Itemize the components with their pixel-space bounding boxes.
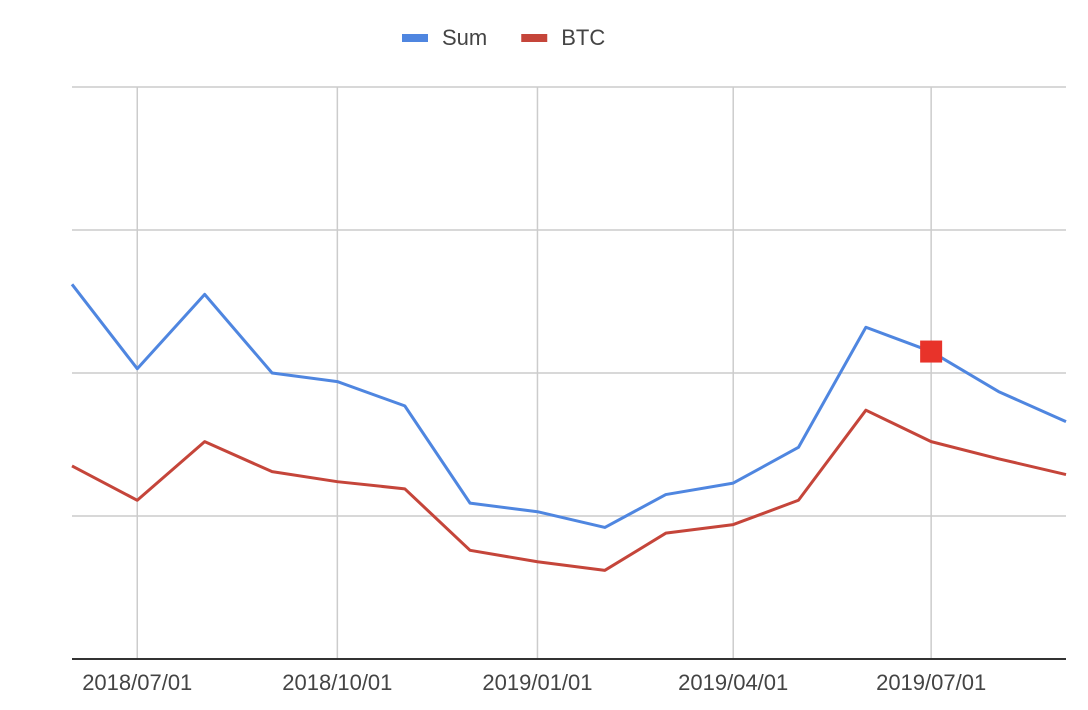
legend-label: Sum [442,25,487,50]
x-tick-label: 2019/01/01 [482,670,592,695]
legend-swatch [402,34,428,42]
legend-label: BTC [561,25,605,50]
x-tick-label: 2019/07/01 [876,670,986,695]
series-line [71,408,1067,572]
x-tick-label: 2019/04/01 [678,670,788,695]
x-tick-label: 2018/07/01 [82,670,192,695]
legend-swatch [521,34,548,42]
series-line [70,283,1067,529]
x-tick-label: 2018/10/01 [282,670,392,695]
highlight-marker [920,340,943,363]
